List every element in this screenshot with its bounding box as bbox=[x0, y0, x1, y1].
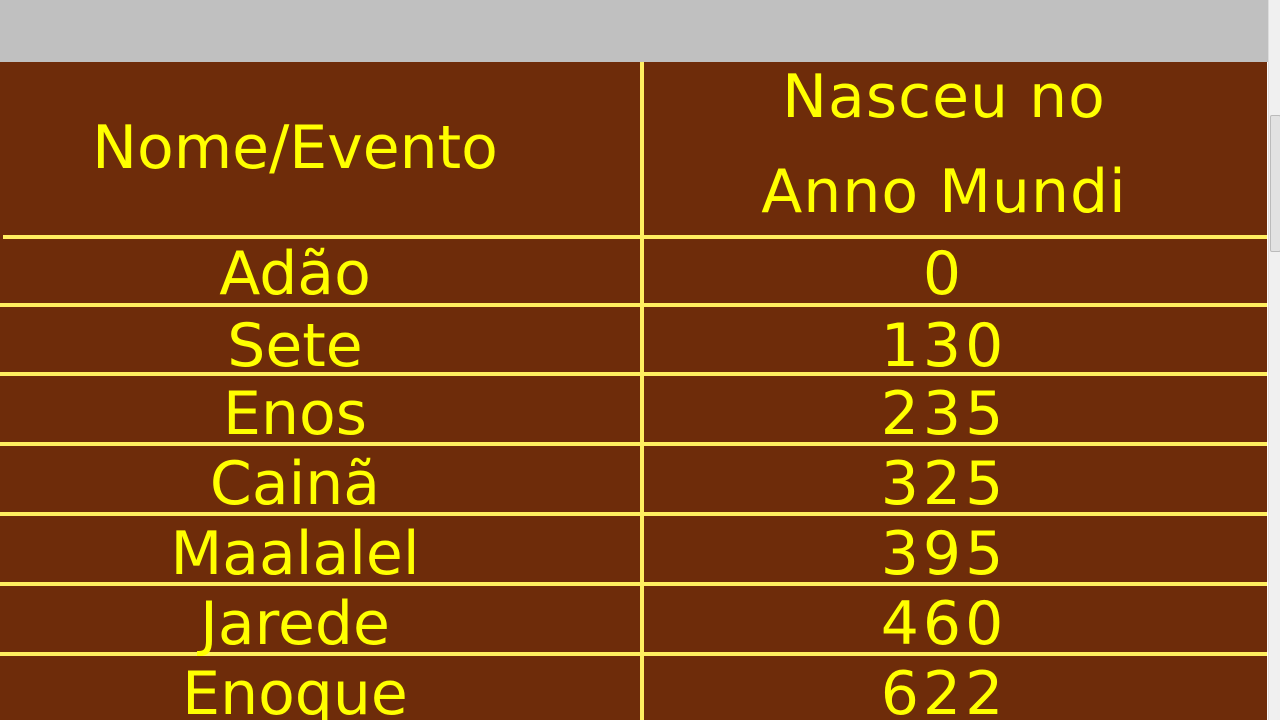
row-divider bbox=[0, 582, 1267, 586]
row-year: 0 bbox=[922, 239, 966, 309]
row-divider bbox=[0, 652, 1267, 656]
row-divider bbox=[0, 442, 1267, 446]
column-divider bbox=[640, 62, 644, 720]
row-divider bbox=[0, 303, 1267, 307]
header-born-line2: Anno Mundi bbox=[761, 157, 1127, 227]
row-year: 130 bbox=[880, 311, 1008, 381]
row-name: Maalalel bbox=[170, 519, 420, 589]
row-name: Enoque bbox=[182, 659, 408, 720]
row-year: 622 bbox=[880, 659, 1008, 720]
row-name: Adão bbox=[219, 239, 371, 309]
header-name: Nome/Evento bbox=[92, 113, 498, 183]
row-name: Enos bbox=[223, 379, 367, 449]
row-name: Cainã bbox=[209, 449, 381, 519]
header-born-line1: Nasceu no bbox=[782, 62, 1106, 132]
row-year: 235 bbox=[880, 379, 1008, 449]
row-year: 395 bbox=[880, 519, 1008, 589]
header-divider bbox=[3, 235, 1267, 239]
row-divider bbox=[0, 372, 1267, 376]
row-name: Sete bbox=[227, 311, 363, 381]
row-divider bbox=[0, 512, 1267, 516]
row-year: 460 bbox=[880, 589, 1008, 659]
toolbar-area bbox=[0, 0, 1268, 62]
table: Nome/Evento Nasceu no Anno Mundi Adão 0 … bbox=[0, 62, 1267, 720]
scrollbar-thumb[interactable] bbox=[1270, 115, 1280, 252]
vertical-scrollbar[interactable] bbox=[1268, 0, 1280, 720]
row-name: Jarede bbox=[200, 589, 390, 659]
row-year: 325 bbox=[880, 449, 1008, 519]
